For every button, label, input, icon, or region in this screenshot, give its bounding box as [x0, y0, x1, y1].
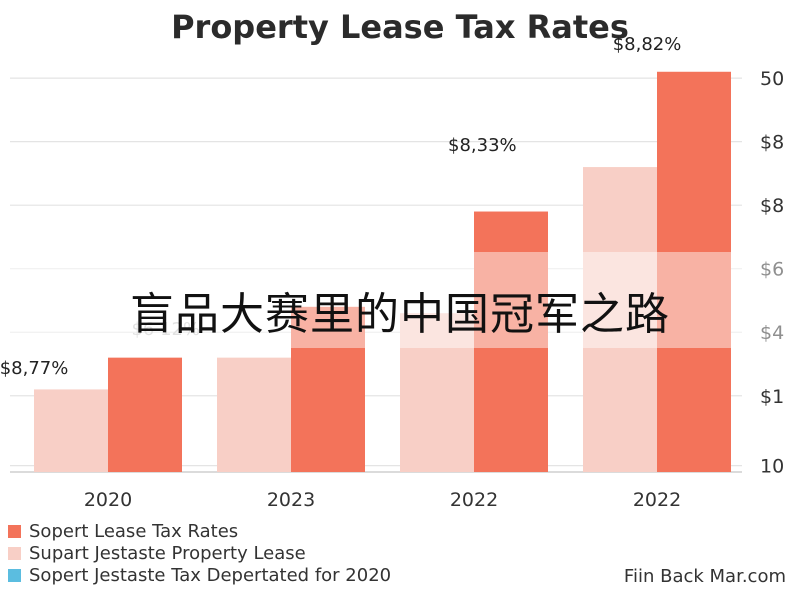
- bar: [400, 313, 474, 472]
- y-tick-label: $8: [760, 195, 784, 217]
- overlay-band: [0, 252, 800, 348]
- legend-swatch: [8, 524, 21, 538]
- x-tick-label: 2022: [633, 489, 681, 511]
- chart-legend: Sopert Lease Tax Rates Supart Jestaste P…: [8, 520, 568, 586]
- legend-swatch: [8, 568, 21, 582]
- data-label: $6 12%: [131, 319, 200, 340]
- bar: [657, 71, 731, 472]
- bar: [108, 357, 182, 472]
- legend-label: Sopert Lease Tax Rates: [29, 520, 239, 542]
- y-tick-label: $4: [760, 322, 784, 344]
- y-tick-label: $1: [760, 386, 784, 408]
- y-tick-label: 50: [760, 68, 784, 90]
- legend-item-1: Sopert Lease Tax Rates: [8, 520, 568, 542]
- data-label: $8,33%: [448, 135, 517, 156]
- chart-title: Property Lease Tax Rates: [171, 8, 629, 46]
- source-credit: Fiin Back Mar.com: [623, 566, 786, 587]
- legend-label: Sopert Jestaste Tax Depertated for 2020: [29, 564, 392, 586]
- x-tick-label: 2022: [450, 489, 498, 511]
- legend-label: Supart Jestaste Property Lease: [29, 542, 306, 564]
- legend-swatch: [8, 546, 21, 560]
- overlay-caption: 盲品大赛里的中国冠军之路: [130, 289, 670, 340]
- y-tick-label: $8: [760, 132, 784, 154]
- x-tick-label: 2023: [267, 489, 315, 511]
- bar: [217, 357, 291, 472]
- bar: [583, 167, 657, 472]
- legend-item-3: Sopert Jestaste Tax Depertated for 2020: [8, 564, 568, 586]
- y-tick-label: $6: [760, 259, 784, 281]
- y-tick-label: 10: [760, 456, 784, 478]
- data-label: $8,82%: [613, 34, 682, 55]
- x-tick-label: 2020: [84, 489, 132, 511]
- bar: [34, 389, 108, 472]
- legend-item-2: Supart Jestaste Property Lease: [8, 542, 568, 564]
- data-label: $8,77%: [0, 358, 68, 379]
- bar: [291, 306, 365, 472]
- bar: [474, 211, 548, 472]
